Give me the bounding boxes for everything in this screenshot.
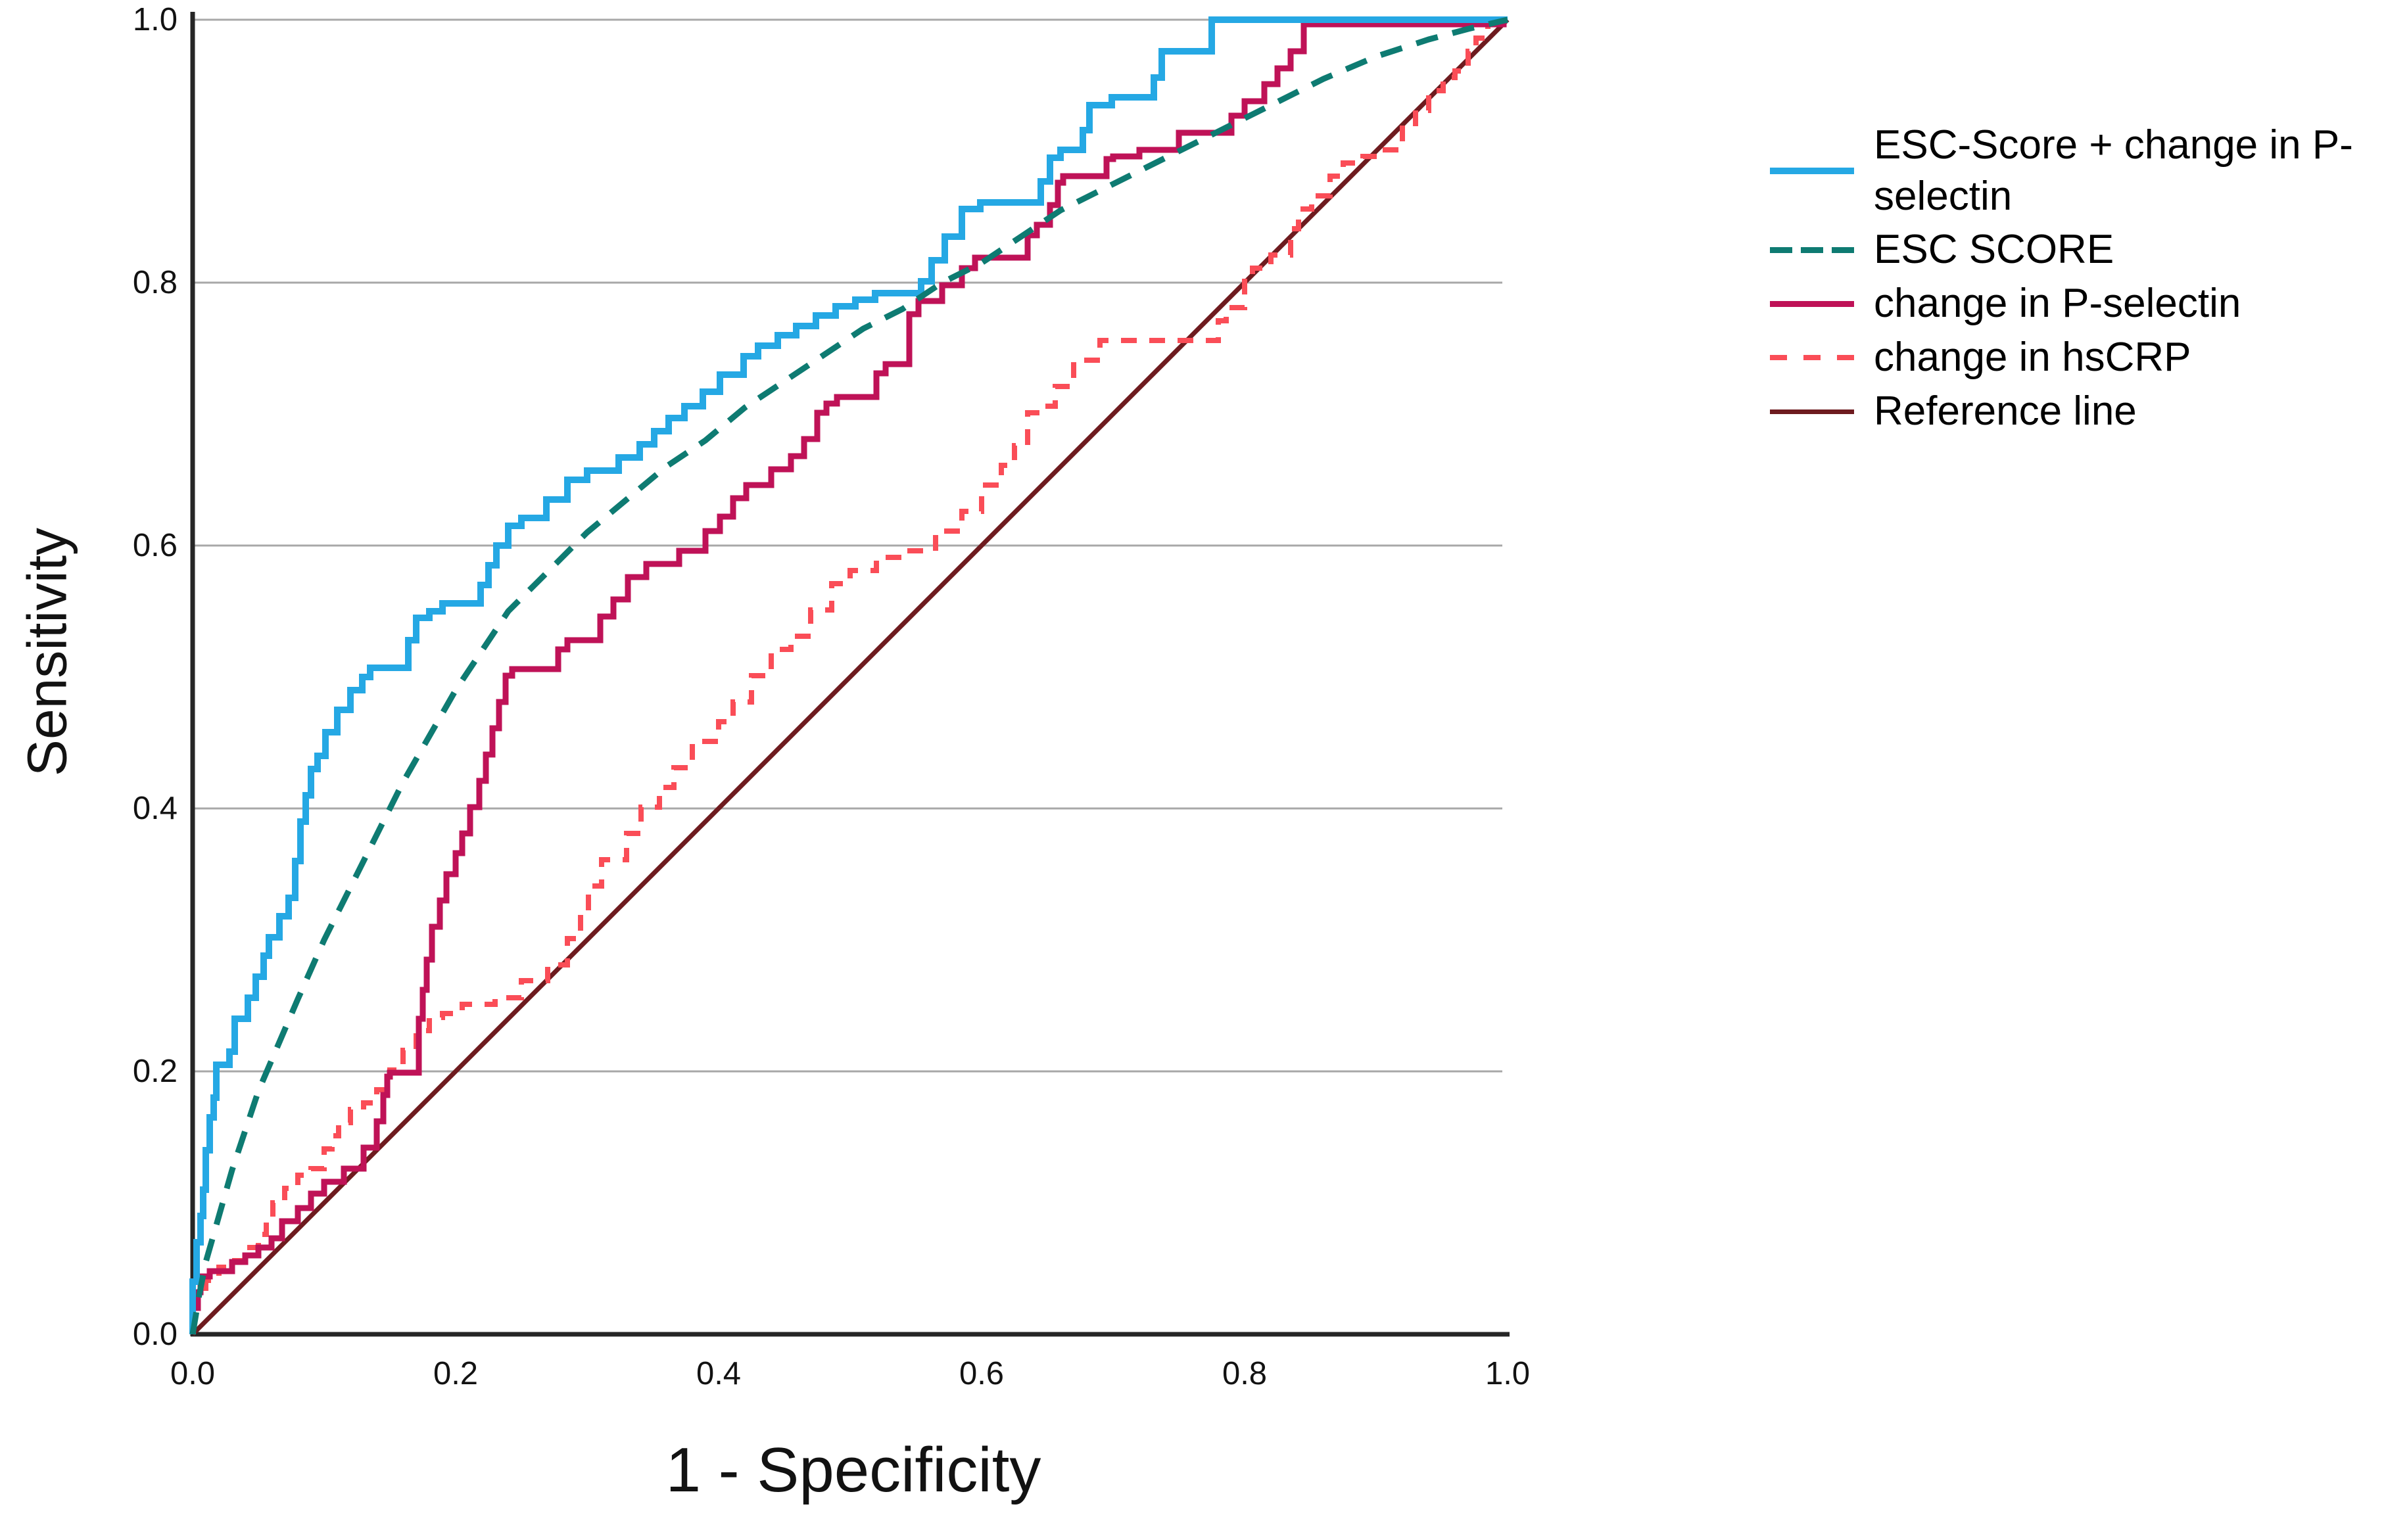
x-tick-label-1.0: 1.0 bbox=[1485, 1356, 1531, 1391]
x-tick-label-0.8: 0.8 bbox=[1222, 1356, 1268, 1391]
legend-item-esc-score-plus-change-in-p-selectin: ESC-Score + change in P-selectin bbox=[1770, 120, 2366, 222]
legend-line-swatch-maroon-solid bbox=[1770, 409, 1854, 414]
x-tick-label-0.4: 0.4 bbox=[696, 1356, 742, 1391]
legend-item-reference-line: Reference line bbox=[1770, 385, 2366, 438]
x-axis-title: 1 - Specificity bbox=[665, 1435, 1041, 1505]
y-tick-label-0.6: 0.6 bbox=[132, 528, 178, 563]
legend-item-change-in-hscrp: change in hsCRP bbox=[1770, 331, 2366, 384]
y-tick-label-1.0: 1.0 bbox=[132, 2, 178, 37]
legend-item-change-in-p-selectin: change in P-selectin bbox=[1770, 277, 2366, 330]
y-axis-title: Sensitivity bbox=[16, 527, 78, 777]
x-tick-label-0.6: 0.6 bbox=[959, 1356, 1005, 1391]
y-tick-label-0.4: 0.4 bbox=[132, 791, 178, 826]
legend-line-swatch-pink-dashed bbox=[1770, 355, 1854, 360]
x-tick-label-0.2: 0.2 bbox=[433, 1356, 479, 1391]
roc-curve-change-in-p-selectin bbox=[189, 16, 1508, 1334]
roc-curve-change-in-hscrp bbox=[190, 17, 1508, 1334]
legend-label: change in hsCRP bbox=[1874, 335, 2191, 380]
legend-line-swatch-teal-dashed bbox=[1770, 246, 1854, 253]
y-tick-label-0.2: 0.2 bbox=[132, 1054, 178, 1089]
legend-label: ESC-Score + change in P-selectin bbox=[1874, 122, 2353, 219]
legend-label: change in P-selectin bbox=[1874, 281, 2241, 326]
roc-curve-esc-score bbox=[189, 16, 1509, 1335]
reference-line bbox=[191, 18, 1510, 1336]
y-tick-label-0.0: 0.0 bbox=[132, 1317, 178, 1352]
legend-label: ESC SCORE bbox=[1874, 227, 2114, 272]
roc-curve-esc-score-plus-change-in-p-selectin bbox=[189, 16, 1508, 1334]
legend-item-esc-score: ESC SCORE bbox=[1770, 223, 2366, 276]
legend-line-swatch-crimson-solid bbox=[1770, 300, 1854, 307]
y-tick-label-0.8: 0.8 bbox=[132, 265, 178, 300]
x-tick-label-0.0: 0.0 bbox=[170, 1356, 216, 1391]
legend-label: Reference line bbox=[1874, 388, 2137, 434]
legend-line-swatch-blue-solid bbox=[1770, 168, 1854, 174]
legend: ESC-Score + change in P-selectin ESC SCO… bbox=[1770, 120, 2366, 439]
